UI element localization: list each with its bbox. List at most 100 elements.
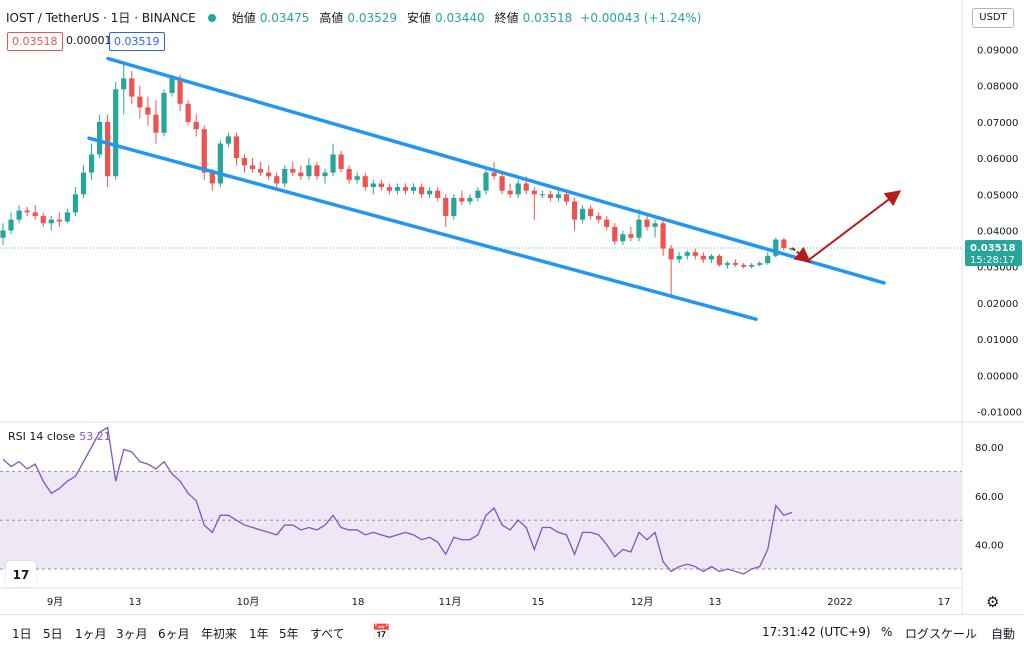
candle-body (596, 216, 602, 220)
range-1y-button[interactable]: 1年 (249, 627, 269, 641)
candle-body (765, 255, 771, 264)
change-value: +0.00043 (+1.24%) (580, 10, 702, 25)
candle-body (322, 172, 328, 177)
candle-body (483, 172, 489, 191)
candle-body (644, 219, 650, 227)
candle-body (620, 234, 626, 242)
candle-body (467, 197, 473, 202)
range-ytd-button[interactable]: 年初来 (201, 627, 238, 641)
candle-body (757, 263, 763, 265)
candle-body (209, 172, 215, 184)
clock-time[interactable]: 17:31:42 (UTC+9) (762, 625, 871, 639)
drawing-overlays[interactable] (87, 56, 902, 321)
range-all-button[interactable]: すべて (310, 627, 345, 641)
buy-price-button[interactable]: 0.03519 (109, 32, 165, 51)
candle-body (24, 210, 30, 213)
price-tick-label: 0.07000 (977, 118, 1018, 129)
arrow-up-target (807, 190, 902, 262)
candle-body (88, 154, 95, 173)
price-tick-label: 0.05000 (977, 190, 1018, 201)
price-tick-label: 0.00000 (977, 371, 1018, 382)
candle-body (708, 255, 714, 260)
bottom-toolbar: 1日 5日 1ヶ月 3ヶ月 6ヶ月 年初来 1年 5年 すべて 📅 17:31:… (0, 614, 1024, 652)
candle-body (402, 187, 409, 191)
candle-body (153, 114, 159, 133)
price-tick-label: 0.09000 (977, 46, 1018, 57)
tradingview-logo-icon[interactable]: 17 (6, 561, 36, 587)
candle-body (113, 89, 119, 177)
candle-body (451, 197, 457, 217)
candle-body (169, 78, 175, 93)
time-tick-label: 13 (709, 597, 722, 608)
market-status-icon (207, 13, 216, 22)
price-tick-label: 0.02000 (977, 299, 1018, 310)
symbol-title[interactable]: IOST / TetherUS · 1日 · BINANCE (6, 11, 196, 25)
candle-body (346, 168, 352, 180)
range-5y-button[interactable]: 5年 (279, 627, 299, 641)
rsi-line (2, 426, 793, 575)
candle-body (523, 183, 529, 191)
range-1m-button[interactable]: 1ヶ月 (75, 627, 107, 641)
calendar-goto-icon[interactable]: 📅 (372, 623, 391, 641)
log-scale-button[interactable]: ログスケール (905, 627, 978, 641)
candle-body (781, 239, 787, 248)
candle-body (354, 176, 360, 180)
candle-body (48, 219, 54, 224)
high-label: 高値 (319, 11, 344, 25)
currency-button[interactable]: USDT (972, 8, 1014, 28)
candle-body (563, 194, 570, 202)
last-price-tag-label: 0.03518 (970, 243, 1016, 254)
candle-body (290, 168, 296, 173)
candle-body (684, 252, 690, 256)
candle-body (531, 190, 537, 195)
candle-body (773, 239, 779, 256)
candle-body (241, 158, 248, 166)
candle-body (604, 219, 610, 227)
range-3m-button[interactable]: 3ヶ月 (116, 627, 148, 641)
auto-scale-button[interactable]: 自動 (991, 627, 1016, 641)
candle-body (539, 194, 545, 196)
candle-body (249, 165, 256, 169)
candle-body (741, 264, 747, 267)
price-tick-label: -0.01000 (977, 408, 1022, 419)
range-1d-button[interactable]: 1日 (12, 627, 32, 641)
sell-price-button[interactable]: 0.03518 (7, 32, 63, 51)
channel-upper-line (106, 56, 886, 285)
candle-body (410, 187, 417, 191)
close-value: 0.03518 (522, 10, 573, 25)
candle-body (193, 121, 199, 130)
range-5d-button[interactable]: 5日 (43, 627, 63, 641)
time-tick-label: 9月 (47, 596, 63, 608)
percent-scale-button[interactable]: % (881, 625, 893, 639)
candle-body (274, 176, 280, 184)
candle-body (652, 223, 658, 227)
settings-gear-icon[interactable]: ⚙ (986, 593, 1000, 611)
price-tick-label: 0.06000 (977, 154, 1018, 165)
time-tick-label: 17 (938, 597, 951, 608)
high-value: 0.03529 (347, 10, 398, 25)
candle-body (121, 78, 127, 90)
candle-body (636, 219, 642, 238)
candle-body (676, 255, 682, 260)
range-6m-button[interactable]: 6ヶ月 (158, 627, 190, 641)
candle-body (459, 197, 465, 202)
candle-body (628, 234, 634, 238)
candle-body (515, 183, 521, 195)
candle-body (499, 176, 505, 191)
candle-body (145, 107, 151, 115)
time-tick-label: 13 (129, 597, 142, 608)
time-tick-label: 10月 (237, 596, 260, 608)
candle-body (64, 212, 70, 222)
price-tick-label: 0.01000 (977, 335, 1018, 346)
candle-body (338, 154, 344, 169)
candle-body (370, 183, 376, 188)
candle-body (177, 78, 183, 104)
candle-body (225, 136, 231, 144)
candle-body (266, 172, 272, 177)
time-tick-label: 12月 (631, 596, 654, 608)
rsi-legend[interactable]: RSI 14 close 53.21 (8, 430, 111, 443)
chart-canvas[interactable]: 0.09000 0.08000 0.07000 0.06000 0.05000 0.040… (0, 0, 1024, 614)
svg-text:17: 17 (13, 568, 30, 582)
candle-body (732, 263, 739, 265)
candle-body (419, 187, 425, 195)
